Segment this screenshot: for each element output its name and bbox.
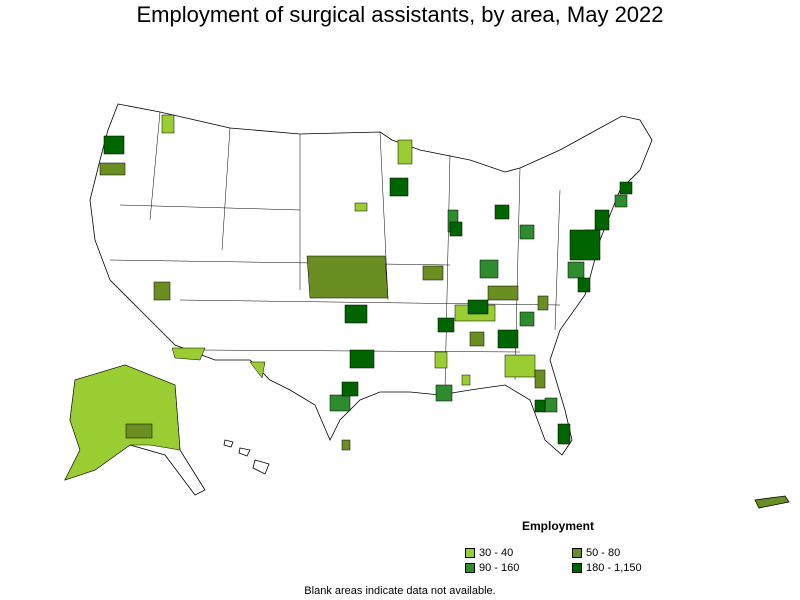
- area-arkansas: [469, 331, 485, 347]
- area-new-york: [594, 209, 610, 231]
- area-texas-east: [341, 439, 351, 451]
- area-detroit: [494, 204, 510, 220]
- puerto-rico-outline: [754, 495, 790, 509]
- legend-label-2: 50 - 80: [586, 547, 621, 559]
- area-arizona-south: [171, 347, 206, 361]
- area-kentucky: [487, 285, 519, 301]
- area-miami: [557, 423, 571, 445]
- area-chicago: [449, 221, 463, 237]
- area-texas-austin: [329, 394, 351, 412]
- area-boston: [619, 181, 633, 195]
- area-minnesota-north: [397, 139, 413, 165]
- area-massachusetts: [614, 194, 628, 208]
- legend-label-1: 30 - 40: [479, 547, 514, 559]
- area-houston: [341, 381, 359, 397]
- area-dallas: [349, 349, 375, 369]
- area-atlanta: [497, 329, 519, 349]
- area-new-mexico-south: [249, 361, 266, 379]
- area-tampa: [534, 399, 546, 413]
- legend-swatch-1: [465, 548, 475, 558]
- area-alabama-south: [461, 374, 471, 386]
- area-alaska-anchorage: [125, 423, 153, 439]
- area-nevada: [153, 281, 171, 301]
- area-oregon-north: [99, 162, 126, 176]
- area-iowa-north: [354, 202, 368, 212]
- area-mississippi: [434, 351, 448, 369]
- area-kansas: [306, 255, 389, 299]
- area-ohio: [519, 224, 535, 240]
- hawaii-outline: [223, 439, 270, 475]
- area-north-carolina: [537, 295, 549, 311]
- area-northeast-corridor: [569, 229, 601, 261]
- legend-swatch-4: [572, 563, 582, 573]
- area-nashville: [467, 299, 489, 315]
- legend-item-4: 180 - 1,150: [572, 562, 642, 574]
- legend-swatch-2: [572, 548, 582, 558]
- area-florida-central: [544, 397, 558, 413]
- map-title: Employment of surgical assistants, by ar…: [136, 2, 664, 27]
- legend-item-1: 30 - 40: [465, 547, 513, 559]
- footnote: Blank areas indicate data not available.: [304, 585, 496, 597]
- legend-swatch-3: [465, 563, 475, 573]
- area-washington-east: [161, 114, 175, 134]
- legend-label-3: 90 - 160: [479, 562, 520, 574]
- area-minneapolis: [389, 177, 409, 197]
- legend-label-4: 180 - 1,150: [586, 562, 642, 574]
- area-louisiana: [435, 384, 453, 402]
- legend-item-2: 50 - 80: [572, 547, 620, 559]
- area-georgia-south: [504, 354, 536, 378]
- area-indiana: [479, 259, 499, 279]
- area-memphis: [437, 317, 455, 333]
- area-seattle: [103, 135, 125, 155]
- area-oklahoma-city: [344, 304, 368, 324]
- area-georgia: [534, 369, 546, 389]
- legend-title: Employment: [522, 519, 595, 533]
- area-south-carolina: [519, 311, 535, 327]
- area-missouri: [422, 265, 444, 281]
- area-richmond: [577, 277, 591, 293]
- legend-item-3: 90 - 160: [465, 562, 519, 574]
- alaska-area: [64, 364, 181, 481]
- area-virginia: [567, 261, 585, 279]
